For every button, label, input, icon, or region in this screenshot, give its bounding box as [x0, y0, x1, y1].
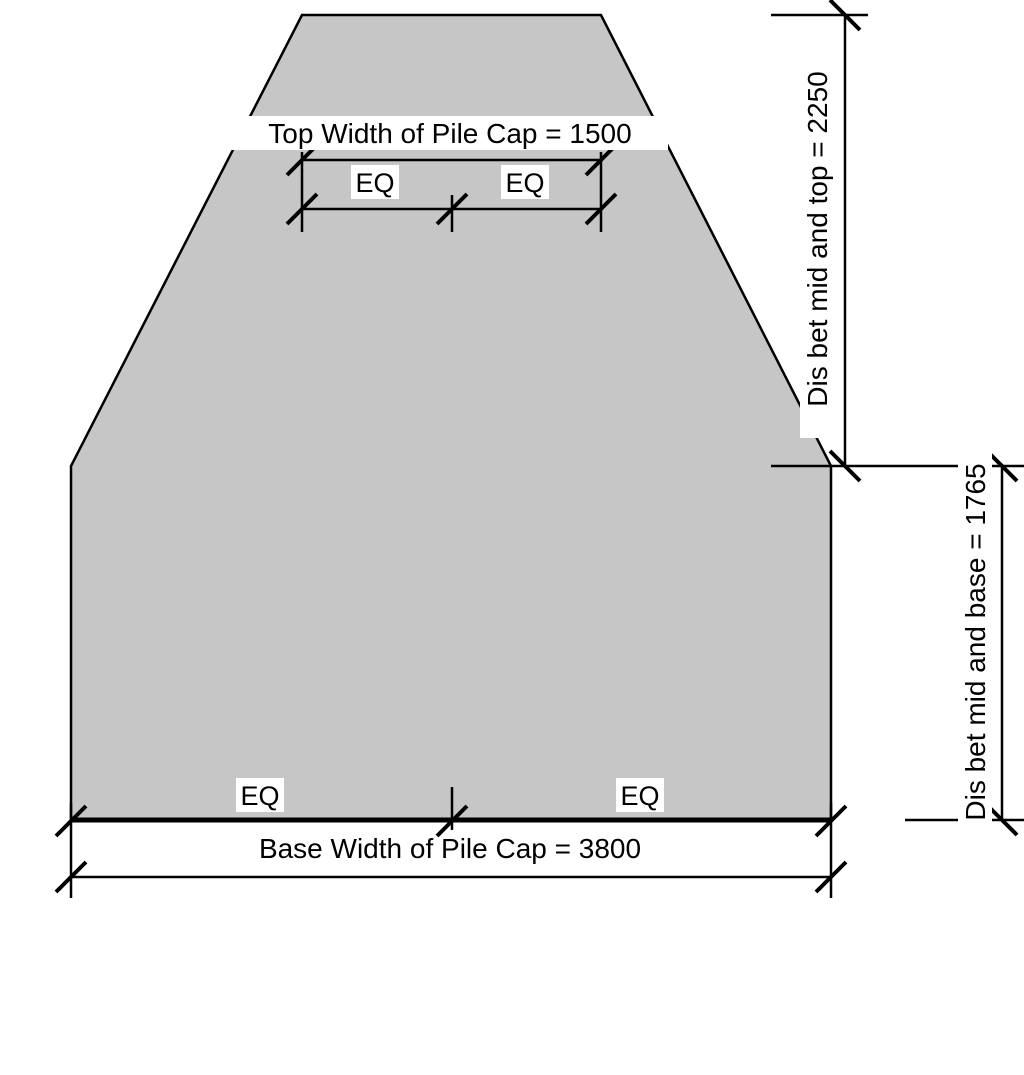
mid-top-label: Dis bet mid and top = 2250 [802, 71, 833, 406]
eq-label-box-top-left [351, 165, 399, 199]
eq-label-box-base-left [236, 778, 284, 812]
top-width-label-box [230, 116, 668, 150]
eq-label-top-right: EQ [505, 168, 544, 198]
mid-base-label-box [958, 430, 992, 854]
top-width-label: Top Width of Pile Cap = 1500 [268, 118, 631, 149]
base-width-label: Base Width of Pile Cap = 3800 [259, 833, 641, 864]
top-eq-dimension [285, 192, 618, 226]
mid-top-dimension [771, 0, 868, 483]
mid-base-label: Dis bet mid and base = 1765 [960, 463, 991, 820]
mid-top-label-box [800, 40, 834, 438]
eq-label-top-left: EQ [355, 168, 394, 198]
mid-base-dimension [868, 449, 1024, 837]
eq-label-box-base-right [616, 778, 664, 812]
base-width-dimension [54, 838, 848, 898]
eq-label-base-left: EQ [240, 781, 279, 811]
eq-label-base-right: EQ [620, 781, 659, 811]
base-eq-dimension [54, 787, 848, 838]
eq-label-box-top-right [501, 165, 549, 199]
